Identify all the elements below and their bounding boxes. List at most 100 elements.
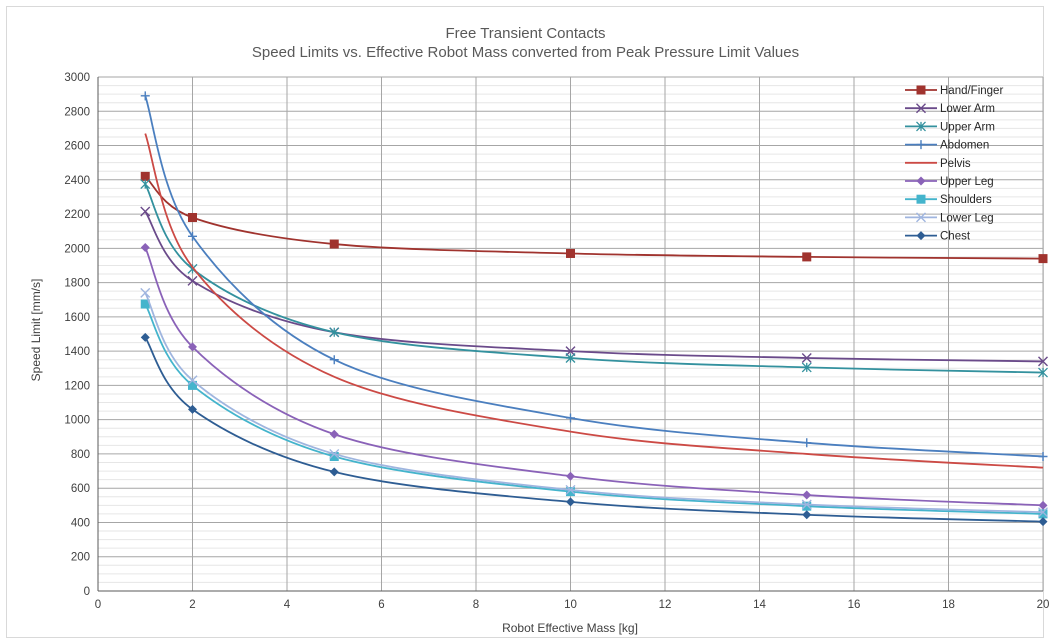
series-upper-leg xyxy=(140,242,1048,510)
data-point-shoulders xyxy=(802,501,812,511)
y-tick-label: 0 xyxy=(84,586,90,598)
legend-label: Upper Leg xyxy=(940,176,994,188)
series-line-shoulders xyxy=(144,303,1044,515)
data-point-upper-leg xyxy=(566,471,575,481)
data-point-lower-leg xyxy=(329,448,340,459)
legend-entry-shoulders: Shoulders xyxy=(905,194,992,206)
legend: Hand/Finger Lower Arm Upper Arm Abdomen Pelv… xyxy=(905,85,1003,243)
data-point-hand-finger xyxy=(188,212,197,222)
data-point-abdomen xyxy=(1038,452,1048,462)
data-point-shoulders xyxy=(188,380,197,390)
legend-entry-pelvis: Pelvis xyxy=(905,158,971,170)
series-chest xyxy=(140,332,1048,527)
data-point-chest xyxy=(188,404,197,414)
data-point-abdomen xyxy=(140,91,150,101)
series-line-upper-arm xyxy=(144,183,1044,374)
data-point-hand-finger xyxy=(329,239,339,249)
data-point-lower-leg xyxy=(1038,507,1048,518)
tick-labels: 0200400600800100012001400160018002000220… xyxy=(64,72,1049,611)
data-point-shoulders xyxy=(566,487,575,497)
data-point-upper-arm xyxy=(801,362,812,373)
legend-marker xyxy=(916,85,926,95)
y-tick-label: 400 xyxy=(71,517,90,529)
data-point-hand-finger xyxy=(566,248,575,258)
data-point-upper-arm xyxy=(565,353,576,363)
data-point-chest xyxy=(140,332,150,342)
y-tick-label: 2200 xyxy=(64,209,90,221)
series-line-lower-arm xyxy=(144,210,1044,363)
legend-entry-upper-arm: Upper Arm xyxy=(905,121,995,133)
legend-label: Shoulders xyxy=(940,194,992,206)
x-tick-label: 16 xyxy=(848,599,861,611)
chart-subtitle: Speed Limits vs. Effective Robot Mass co… xyxy=(251,44,800,61)
data-point-shoulders xyxy=(140,299,150,309)
series-hand-finger xyxy=(140,171,1048,264)
data-point-shoulders xyxy=(329,452,339,462)
legend-entry-lower-arm: Lower Arm xyxy=(905,103,995,115)
x-tick-label: 0 xyxy=(95,599,101,611)
legend-label: Lower Arm xyxy=(940,103,995,115)
x-tick-label: 18 xyxy=(942,599,955,611)
series-line-chest xyxy=(144,336,1044,523)
data-point-upper-leg xyxy=(140,242,150,252)
legend-label: Lower Leg xyxy=(940,212,994,224)
legend-marker xyxy=(916,194,926,204)
series-group xyxy=(140,91,1048,527)
legend-label: Upper Arm xyxy=(940,121,995,133)
data-point-lower-arm xyxy=(140,206,151,217)
x-tick-label: 8 xyxy=(473,599,479,611)
x-tick-label: 4 xyxy=(284,599,291,611)
data-point-chest xyxy=(566,497,575,507)
data-point-upper-leg xyxy=(1038,500,1048,510)
series-abdomen xyxy=(140,91,1048,462)
legend-label: Pelvis xyxy=(940,158,971,170)
data-point-lower-leg xyxy=(565,484,576,495)
series-line-pelvis xyxy=(144,133,1044,469)
legend-entry-chest: Chest xyxy=(905,231,971,243)
legend-entry-abdomen: Abdomen xyxy=(905,140,989,152)
y-axis-label: Speed Limit [mm/s] xyxy=(29,279,43,382)
y-tick-label: 2400 xyxy=(64,175,90,187)
y-tick-label: 1400 xyxy=(64,346,90,358)
legend-marker xyxy=(916,121,926,132)
legend-marker xyxy=(916,140,926,150)
y-tick-label: 1800 xyxy=(64,278,90,290)
data-point-lower-arm xyxy=(801,352,812,363)
x-tick-label: 6 xyxy=(378,599,384,611)
y-tick-label: 1600 xyxy=(64,312,90,324)
x-tick-label: 12 xyxy=(659,599,672,611)
x-tick-label: 20 xyxy=(1037,599,1050,611)
x-tick-label: 2 xyxy=(189,599,195,611)
series-upper-arm xyxy=(140,179,1048,378)
y-tick-label: 1000 xyxy=(64,415,90,427)
data-point-abdomen xyxy=(329,355,339,365)
series-shoulders xyxy=(140,299,1048,519)
legend-marker xyxy=(916,231,926,241)
x-tick-label: 14 xyxy=(753,599,766,611)
data-point-upper-leg xyxy=(329,429,339,439)
data-point-lower-leg xyxy=(140,287,151,298)
data-point-upper-leg xyxy=(802,490,812,500)
data-point-upper-arm xyxy=(140,179,151,190)
legend-label: Hand/Finger xyxy=(940,85,1003,97)
data-point-upper-arm xyxy=(329,327,340,338)
series-line-hand-finger xyxy=(144,175,1044,260)
series-lower-leg xyxy=(140,287,1048,518)
legend-label: Abdomen xyxy=(940,140,989,152)
y-tick-label: 2600 xyxy=(64,141,90,153)
legend-label: Chest xyxy=(940,231,971,243)
data-point-lower-leg xyxy=(187,375,198,386)
data-point-lower-arm xyxy=(1038,356,1048,367)
data-point-abdomen xyxy=(566,413,575,423)
legend-marker xyxy=(916,176,926,186)
data-point-abdomen xyxy=(802,438,812,448)
legend-entry-hand-finger: Hand/Finger xyxy=(905,85,1003,97)
y-tick-label: 3000 xyxy=(64,72,90,84)
y-tick-label: 600 xyxy=(71,483,90,495)
series-lower-arm xyxy=(140,206,1048,367)
legend-marker xyxy=(916,212,926,223)
data-point-upper-leg xyxy=(188,342,197,352)
data-point-hand-finger xyxy=(802,252,812,262)
y-tick-label: 2000 xyxy=(64,243,90,255)
